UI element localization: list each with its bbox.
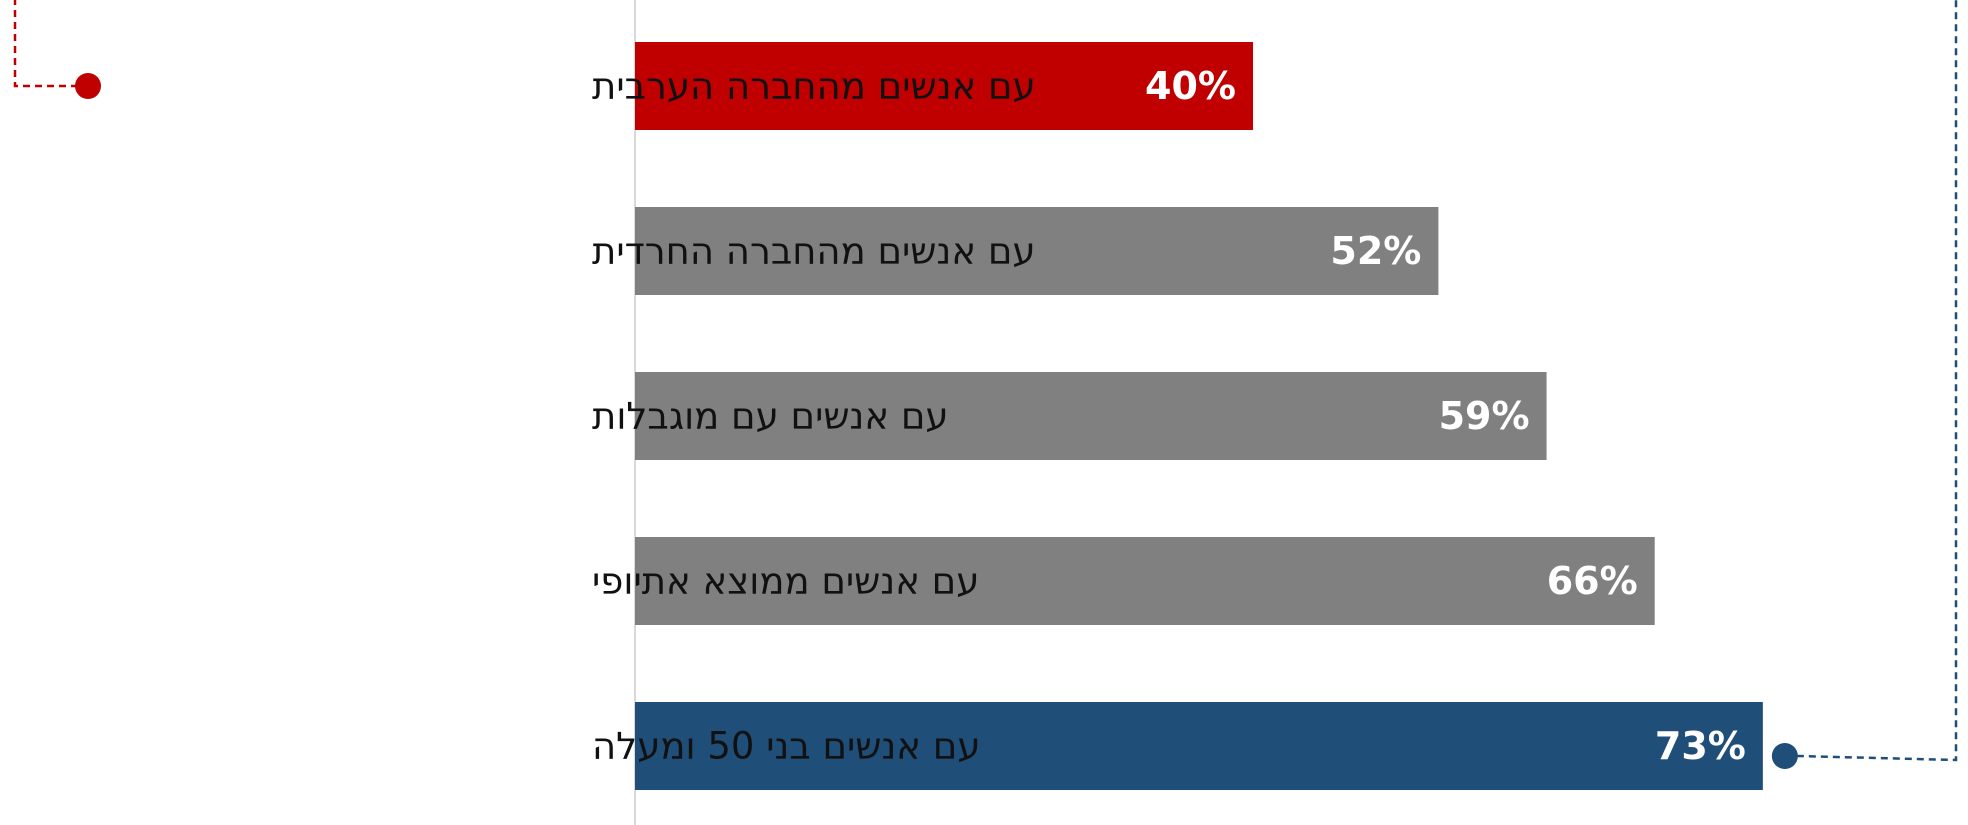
- connector-dots: [75, 73, 1798, 769]
- category-label-2: עם אנשים מהחברה החרדית: [592, 230, 1036, 273]
- value-label-1: 40%: [1145, 64, 1236, 108]
- value-label-4: 66%: [1547, 559, 1638, 603]
- bar-3: [635, 372, 1547, 460]
- category-label-5: עם אנשים בני 50 ומעלה: [592, 725, 981, 768]
- category-label-3: עם אנשים עם מוגבלות: [592, 395, 949, 438]
- category-label-1: עם אנשים מהחברה הערבית: [592, 65, 1036, 108]
- bar-5: [635, 702, 1763, 790]
- category-label-4: עם אנשים ממוצא אתיופי: [592, 560, 979, 603]
- category-labels: עם אנשים מהחברה הערבית עם אנשים מהחברה הח…: [592, 65, 1036, 768]
- value-label-3: 59%: [1439, 394, 1530, 438]
- bar-4: [635, 537, 1655, 625]
- bar-1: [635, 42, 1253, 130]
- connector-line-low: [13, 0, 78, 88]
- bars-group: [635, 42, 1763, 790]
- value-label-5: 73%: [1655, 724, 1746, 768]
- connector-lines: [13, 0, 1958, 762]
- value-labels: 40% 52% 59% 66% 73%: [1145, 64, 1746, 768]
- value-label-2: 52%: [1330, 229, 1421, 273]
- bar-2: [635, 207, 1439, 295]
- connector-dot-low: [75, 73, 101, 99]
- connector-dot-high: [1771, 743, 1798, 769]
- connector-line-high: [1796, 0, 1958, 762]
